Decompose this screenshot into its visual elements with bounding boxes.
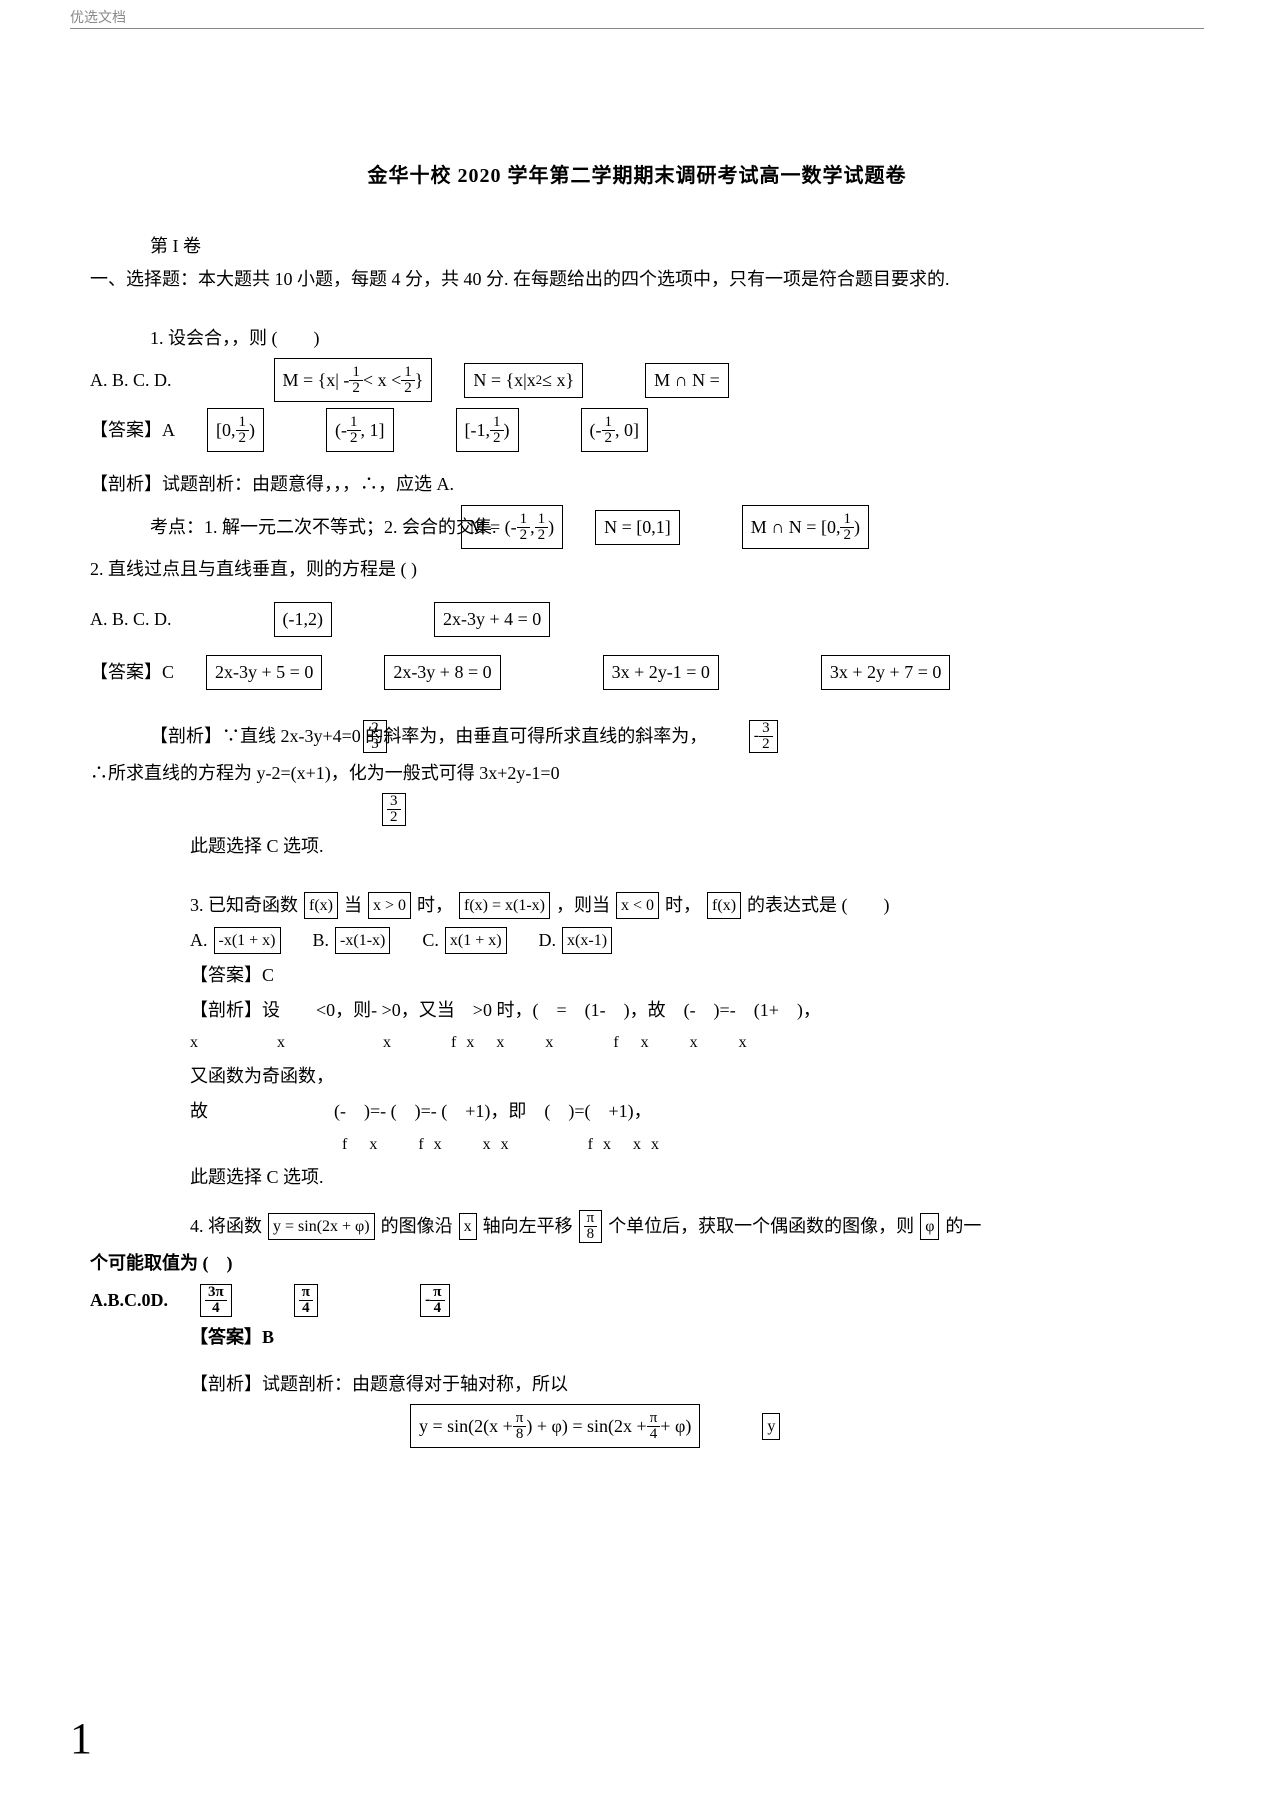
- q1-answer: 【答案】A: [90, 416, 175, 445]
- q2-an1: 【剖析】∵直线 2x-3y+4=0 的斜率为，由垂直可得所求直线的斜率为， 23…: [90, 720, 1184, 753]
- q3-stem-row: 3. 已知奇函数 f(x) 当 x > 0 时， f(x) = x(1-x) ，…: [90, 891, 1184, 920]
- q3-answer: 【答案】C: [90, 961, 1184, 990]
- q1-m-set: M = {x| - 12 < x < 12 }: [274, 358, 433, 402]
- q4-ybox: y: [762, 1413, 780, 1441]
- q2-ln: 2x-3y + 4 = 0: [434, 602, 550, 637]
- q4-phi: φ: [920, 1213, 939, 1241]
- q2-o2: 2x-3y + 8 = 0: [384, 655, 500, 690]
- q1-n-set: N = {x|x2 ≤ x}: [464, 363, 583, 398]
- q2-row1: A. B. C. D. (-1,2) 2x-3y + 4 = 0: [90, 602, 1184, 637]
- q3-xlt0: x < 0: [616, 892, 659, 920]
- q4-opts-row: A.B.C.0D. 3π4 π4 -π4: [90, 1284, 1184, 1317]
- q4-xbox: x: [459, 1213, 477, 1241]
- q1-mnbox: M ∩ N = [0, 12): [742, 505, 869, 549]
- q2-o4: 3x + 2y + 7 = 0: [821, 655, 950, 690]
- q1-answer-row: 【答案】A [0, 12) (-12, 1] [-1, 12) (-12, 0]: [90, 408, 1184, 452]
- q4-pi8: π8: [579, 1210, 603, 1243]
- q1-o2: (-12, 1]: [326, 408, 394, 452]
- q1-options-row1: A. B. C. D. M = {x| - 12 < x < 12 } N = …: [90, 358, 1184, 402]
- q2-f2: -32: [749, 720, 778, 753]
- q1-point: 考点：1. 解一元二次不等式；2. 会合的交集. M = (-12, 12) N…: [90, 505, 1184, 549]
- q1-analysis: 【剖析】试题剖析：由题意得，，，∴，应选 A.: [90, 470, 1184, 499]
- q2-f3: 32: [382, 793, 406, 826]
- q2-conclude: 此题选择 C 选项.: [90, 832, 1184, 861]
- q3-o3: x(1 + x): [445, 927, 507, 955]
- q1-o3: [-1, 12): [456, 408, 519, 452]
- q1-o1: [0, 12): [207, 408, 264, 452]
- q1-nbox: N = [0,1]: [595, 510, 680, 545]
- q4-o3: -π4: [420, 1284, 450, 1317]
- q1-mn: M ∩ N =: [645, 363, 729, 398]
- q3-an2b: 故 (- )=- ( )=- ( +1)​，即 ( )=( +1)，: [90, 1097, 1184, 1126]
- q2-pt: (-1,2): [274, 602, 332, 637]
- q3-fxeq: f(x) = x(1-x): [459, 892, 550, 920]
- q4-line2: 个可能取值为 ( ): [90, 1249, 1184, 1278]
- q3-an2b-vars: f x f x x x f x x x: [90, 1132, 1184, 1158]
- q1-opts-label: A. B. C. D.: [90, 366, 172, 395]
- q3-xgt0: x > 0: [368, 892, 411, 920]
- q4-expr: y = sin(2(x + π8 ) + φ) = sin(2x + π4 + …: [410, 1404, 700, 1448]
- q3-an2a: 又函数为奇函数，: [90, 1062, 1184, 1091]
- q4-o2: π4: [294, 1284, 318, 1317]
- q4-stem-row: 4. 将函数 y = sin(2x + φ) 的图像沿 x 轴向左平移 π8 个…: [90, 1210, 1184, 1243]
- page-number: 1: [70, 1704, 92, 1774]
- q3-an1: 【剖析】设 <0，则- >0，又当 >0 时，( = (1- )，故 (- )=…: [90, 996, 1184, 1025]
- q2-opts-label: A. B. C. D.: [90, 605, 172, 634]
- q4-func: y = sin(2x + φ): [268, 1213, 375, 1241]
- q1-stem: 1. 设会合，，则 ( ): [90, 324, 1184, 353]
- header-line: [70, 28, 1204, 29]
- q2-answer-row: 【答案】C 2x-3y + 5 = 0 2x-3y + 8 = 0 3x + 2…: [90, 655, 1184, 690]
- q2-o1: 2x-3y + 5 = 0: [206, 655, 322, 690]
- page-title: 金华十校 2020 学年第二学期期末调研考试高一数学试题卷: [90, 160, 1184, 192]
- q2-o3: 3x + 2y-1 = 0: [603, 655, 719, 690]
- q3-o1: -x(1 + x): [214, 927, 281, 955]
- q3-fx2: f(x): [707, 892, 741, 920]
- q4-o1: 3π4: [200, 1284, 232, 1317]
- q4-expr-row: y = sin(2(x + π8 ) + φ) = sin(2x + π4 + …: [90, 1404, 1184, 1448]
- q2-answer: 【答案】C: [90, 658, 174, 687]
- q1-o4: (-12, 0]: [581, 408, 649, 452]
- section-intro: 一、选择题：本大题共 10 小题，每题 4 分，共 40 分. 在每题给出的四个…: [90, 265, 1184, 294]
- q3-an1-vars: x x x f x x x f x x x: [90, 1030, 1184, 1056]
- q4-answer: 【答案】B: [90, 1323, 1184, 1352]
- q3-o2: -x(1-x): [335, 927, 390, 955]
- q2-an2: ∴所求直线的方程为 y-2=(x+1)，化为一般式可得 3x+2y-1=0: [90, 759, 1184, 788]
- q4-an1: 【剖析】试题剖析：由题意得对于轴对称，所以: [90, 1370, 1184, 1399]
- q3-opts-row: A. -x(1 + x) B. -x(1-x) C. x(1 + x) D. x…: [90, 926, 1184, 955]
- q3-conclude: 此题选择 C 选项.: [90, 1163, 1184, 1192]
- q3-o4: x(x-1): [562, 927, 612, 955]
- q2-conclude-row: 32: [90, 793, 1184, 826]
- q2-stem: 2. 直线过点且与直线垂直，则的方程是 ( ): [90, 555, 1184, 584]
- q3-fx: f(x): [304, 892, 338, 920]
- part-label: 第 I 卷: [90, 232, 1184, 261]
